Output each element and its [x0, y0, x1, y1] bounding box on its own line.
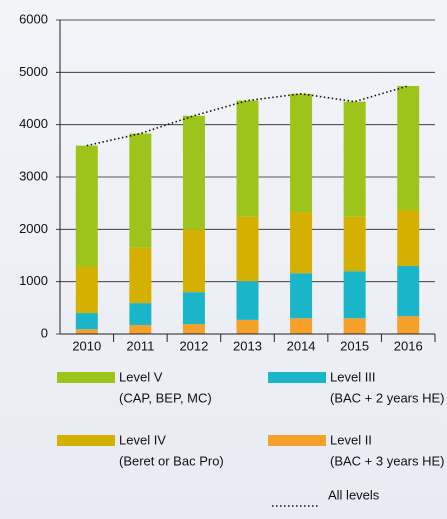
- legend-detail: (CAP, BEP, MC): [119, 390, 212, 405]
- bar-segment: [75, 145, 98, 268]
- bar-segment: [129, 247, 152, 304]
- x-tick-label: 2012: [179, 338, 208, 353]
- legend-swatch: [268, 372, 326, 383]
- legend-label: Level II: [330, 432, 372, 447]
- legend-swatch: [57, 435, 115, 446]
- bar-segment: [343, 216, 366, 272]
- bar-segment: [236, 216, 259, 282]
- x-tick-label: 2014: [287, 338, 316, 353]
- x-tick-label: 2011: [126, 338, 154, 353]
- legend-swatch: [57, 372, 115, 383]
- y-tick-label: 5000: [19, 64, 48, 79]
- y-tick-label: 4000: [19, 116, 48, 131]
- bar-segment: [397, 265, 420, 317]
- bar-segment: [397, 316, 420, 334]
- bar-segment: [236, 281, 259, 320]
- bar-segment: [290, 273, 313, 319]
- y-tick-label: 3000: [19, 168, 48, 183]
- bar-segment: [75, 267, 98, 314]
- bar-segment: [290, 212, 313, 274]
- legend-detail: (BAC + 2 years HE): [330, 390, 445, 405]
- x-tick-label: 2016: [394, 338, 423, 353]
- bar-segment: [343, 101, 366, 217]
- bar-segment: [236, 100, 259, 217]
- bar-segment: [75, 313, 98, 330]
- bar-segment: [397, 85, 420, 210]
- bar-segment: [236, 319, 259, 334]
- legend-label: Level V: [119, 369, 163, 384]
- bar-segment: [343, 318, 366, 334]
- x-tick-label: 2010: [72, 338, 101, 353]
- legend-detail: (Beret or Bac Pro): [119, 453, 224, 468]
- y-tick-label: 1000: [19, 273, 48, 288]
- y-tick-label: 6000: [19, 11, 48, 26]
- x-tick-label: 2013: [233, 338, 262, 353]
- bar-segment: [397, 209, 420, 266]
- legend-detail: (BAC + 3 years HE): [330, 453, 445, 468]
- bar-segment: [129, 303, 152, 326]
- bar-segment: [129, 133, 152, 248]
- bar-segment: [129, 325, 152, 334]
- legend-label: Level IV: [119, 432, 166, 447]
- legend-label: Level III: [330, 369, 376, 384]
- bar-segment: [343, 271, 366, 319]
- bar-segment: [182, 115, 205, 230]
- x-tick-label: 2015: [340, 338, 369, 353]
- bar-segment: [182, 229, 205, 293]
- y-tick-label: 0: [41, 325, 48, 340]
- y-tick-label: 2000: [19, 221, 48, 236]
- bar-segment: [182, 292, 205, 325]
- bar-segment: [290, 318, 313, 334]
- legend-swatch: [268, 435, 326, 446]
- bar-segment: [290, 93, 313, 213]
- legend-label: All levels: [328, 487, 380, 502]
- bar-segment: [75, 329, 98, 334]
- bar-segment: [182, 324, 205, 334]
